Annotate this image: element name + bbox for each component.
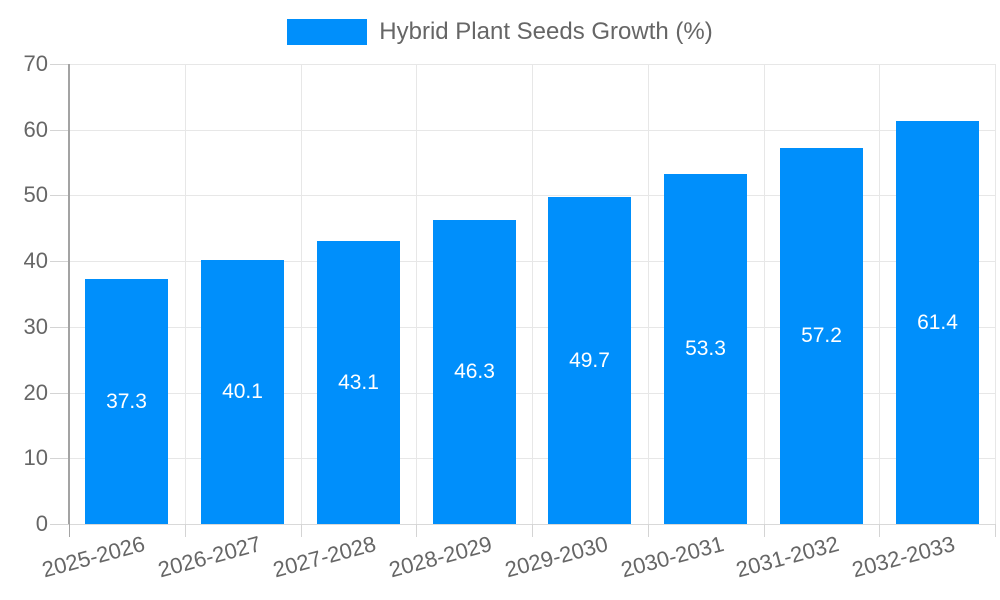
bar[interactable]: [201, 260, 284, 524]
y-tick-label: 50: [23, 182, 48, 207]
bar[interactable]: [317, 241, 400, 524]
y-tick: [50, 524, 69, 525]
y-tick-label: 30: [23, 314, 48, 339]
y-tick: [50, 195, 69, 196]
v-gridline: [764, 64, 765, 524]
v-gridline: [532, 64, 533, 524]
legend-marker-icon: [287, 19, 368, 45]
bar[interactable]: [896, 121, 979, 524]
x-tick: [879, 524, 880, 537]
bar-value-label: 43.1: [338, 371, 379, 394]
v-gridline: [301, 64, 302, 524]
y-tick: [50, 261, 69, 262]
y-tick-label: 60: [23, 117, 48, 142]
x-tick: [995, 524, 996, 537]
y-tick-label: 40: [23, 248, 48, 273]
y-tick-label: 20: [23, 380, 48, 405]
bar[interactable]: [433, 220, 516, 524]
x-tick: [648, 524, 649, 537]
bar-value-label: 61.4: [917, 311, 958, 334]
legend-label: Hybrid Plant Seeds Growth (%): [379, 18, 713, 45]
y-tick-label: 0: [35, 511, 48, 536]
bar-value-label: 49.7: [569, 349, 610, 372]
v-gridline: [648, 64, 649, 524]
bar-value-label: 37.3: [106, 390, 147, 413]
y-tick-label: 70: [23, 51, 48, 76]
x-tick: [764, 524, 765, 537]
bar[interactable]: [548, 197, 631, 524]
bar[interactable]: [85, 279, 168, 524]
x-tick: [69, 524, 70, 537]
bar[interactable]: [664, 174, 747, 524]
legend[interactable]: Hybrid Plant Seeds Growth (%): [0, 16, 1000, 48]
x-tick: [301, 524, 302, 537]
v-gridline: [185, 64, 186, 524]
v-gridline: [879, 64, 880, 524]
y-tick: [50, 458, 69, 459]
x-tick: [416, 524, 417, 537]
v-gridline: [995, 64, 996, 524]
y-tick: [50, 130, 69, 131]
bar-value-label: 46.3: [454, 360, 495, 383]
bar-value-label: 53.3: [685, 337, 726, 360]
x-tick: [532, 524, 533, 537]
y-tick-label: 10: [23, 445, 48, 470]
y-tick: [50, 64, 69, 65]
x-tick: [185, 524, 186, 537]
bar-value-label: 40.1: [222, 380, 263, 403]
bar[interactable]: [780, 148, 863, 524]
bar-value-label: 57.2: [801, 324, 842, 347]
y-axis-line: [68, 64, 70, 524]
y-tick: [50, 393, 69, 394]
v-gridline: [416, 64, 417, 524]
y-tick: [50, 327, 69, 328]
